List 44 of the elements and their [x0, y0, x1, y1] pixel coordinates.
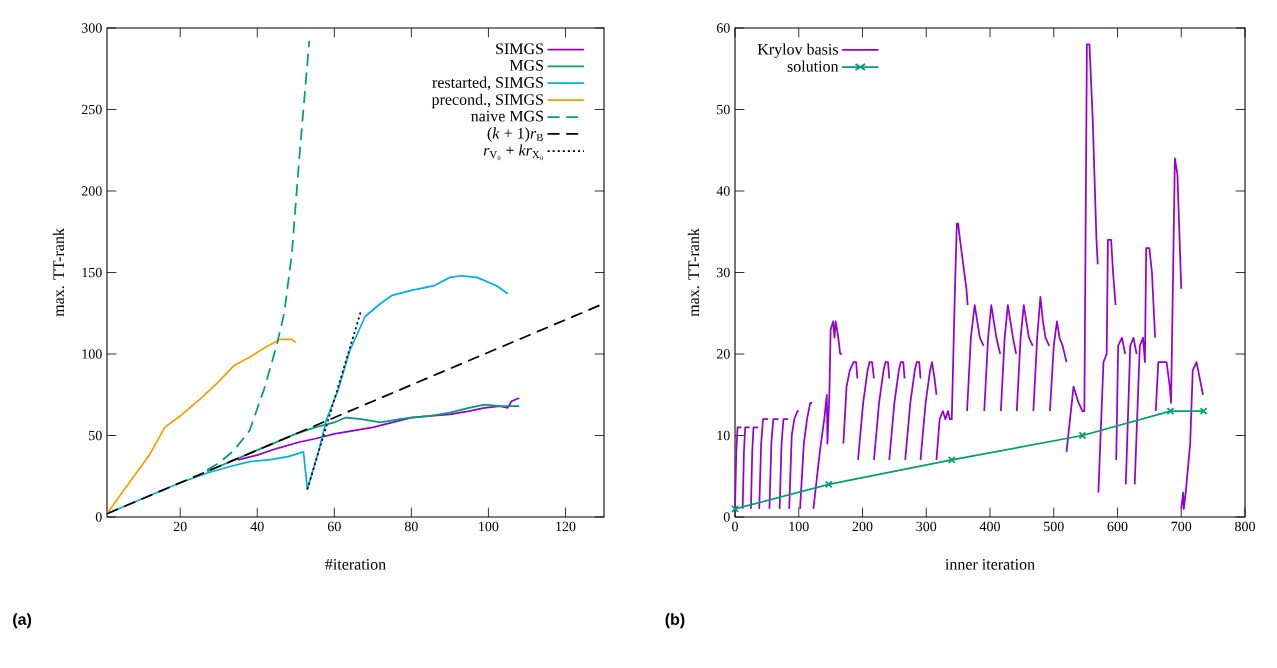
text: (b): [665, 613, 685, 629]
x-tick-label: 40: [250, 521, 264, 532]
x-tick-label: 400: [979, 521, 1000, 532]
y-tick-label: 100: [82, 349, 102, 359]
x-tick-label: 500: [1044, 521, 1064, 532]
legend-label: SIMGS: [496, 43, 544, 55]
x-axis-title: #iteration: [325, 558, 386, 570]
y-tick-label: 0: [95, 512, 102, 522]
text: (a): [13, 613, 32, 629]
legend-label: (k + 1)r$_{B}$: [487, 127, 543, 142]
legend-label: solution: [787, 60, 839, 72]
x-tick-label: 80: [404, 521, 418, 532]
y-tick-label: 50: [717, 104, 730, 115]
y-tick-label: 50: [89, 430, 102, 441]
x-tick-label: 120: [556, 521, 576, 532]
legend-label: restarted, SIMGS: [432, 76, 543, 91]
y-tick-label: 200: [81, 186, 102, 196]
x-tick-label: 800: [1235, 521, 1255, 532]
y-axis-title: max. TT-rank: [687, 228, 700, 317]
y-axis-title: max. TT-rank: [52, 228, 65, 317]
x-tick-label: 300: [916, 521, 937, 532]
legend-label: MGS: [509, 59, 544, 71]
y-tick-label: 0: [723, 512, 730, 522]
x-tick-label: 700: [1171, 521, 1192, 532]
x-tick-label: 100: [789, 521, 809, 532]
legend-label: r$_{V₀}$ + kr$_{X₀}$: [483, 144, 543, 161]
y-tick-label: 60: [716, 23, 730, 33]
y-tick-label: 40: [716, 186, 730, 196]
legend-label: precond., SIMGS: [431, 93, 543, 109]
x-tick-label: 20: [173, 521, 187, 532]
x-tick-label: 200: [852, 521, 873, 532]
y-tick-label: 30: [716, 267, 730, 278]
x-tick-label: 0: [732, 521, 738, 532]
y-tick-label: 250: [81, 104, 102, 115]
legend-label: Krylov basis: [757, 43, 838, 58]
y-tick-label: 20: [716, 349, 730, 359]
y-tick-label: 300: [81, 23, 102, 33]
x-tick-label: 600: [1107, 521, 1128, 532]
legend-label: naive MGS: [471, 110, 543, 122]
y-tick-label: 150: [82, 267, 102, 278]
y-tick-label: 10: [717, 430, 730, 441]
x-tick-label: 100: [479, 521, 499, 532]
x-axis-title: inner iteration: [945, 558, 1035, 570]
x-tick-label: 60: [327, 521, 341, 532]
